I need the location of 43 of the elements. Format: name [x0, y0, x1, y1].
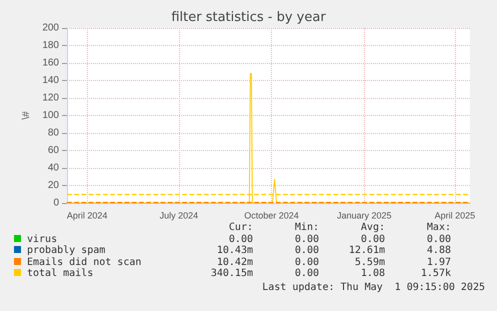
x-tick-label: October 2024 [244, 210, 299, 220]
y-tick-label: 160 [42, 58, 60, 68]
text: 1.97 [426, 256, 451, 268]
y-tick-label: 140 [42, 75, 60, 86]
chart-title: filter statistics - by year [171, 10, 326, 25]
y-tick-label: 40 [48, 162, 60, 174]
text: 0.00 [426, 234, 451, 246]
legend-label: virus [27, 234, 58, 245]
x-tick-label: July 2024 [160, 210, 198, 220]
text: 0.00 [294, 234, 319, 246]
text: 10.42m [216, 256, 253, 268]
text: 1.57k [420, 268, 451, 280]
y-tick-label: 80 [48, 128, 60, 138]
text: 0.00 [360, 234, 385, 246]
text: 340.15m [210, 268, 253, 280]
text: Avg: [360, 222, 385, 234]
y-tick-label: 60 [48, 145, 60, 156]
x-tick-label: April 2024 [66, 210, 108, 220]
text: 0.00 [294, 256, 319, 268]
legend-label: total mails [27, 268, 94, 280]
y-tick-label: 100 [42, 110, 60, 121]
y-tick-label: 120 [42, 92, 60, 104]
x-tick-label: April 2025 [434, 210, 476, 220]
text: 10.43m [216, 245, 253, 257]
text: 12.61m [348, 245, 385, 257]
legend-label: Emails did not scan [27, 256, 142, 268]
text: Cur: [228, 222, 253, 234]
text: Min: [294, 222, 319, 234]
text: 5.59m [354, 256, 385, 268]
y-tick-label: 180 [42, 40, 60, 51]
legend-label: probably spam [27, 245, 106, 257]
text: Max: [426, 222, 451, 234]
x-tick-label: January 2025 [336, 210, 392, 220]
text: 4.88 [426, 245, 451, 257]
text: 0.00 [228, 234, 253, 246]
y-tick-label: 20 [48, 180, 60, 191]
y-tick-label: 0 [53, 198, 60, 208]
text: Last update: Thu May 1 09:15:00 2025 [262, 282, 485, 293]
text: 1.08 [360, 268, 385, 280]
y-tick-label: 200 [42, 22, 60, 34]
y-axis-title: \# [20, 110, 32, 120]
text: 0.00 [294, 245, 319, 257]
text: 0.00 [294, 268, 319, 280]
